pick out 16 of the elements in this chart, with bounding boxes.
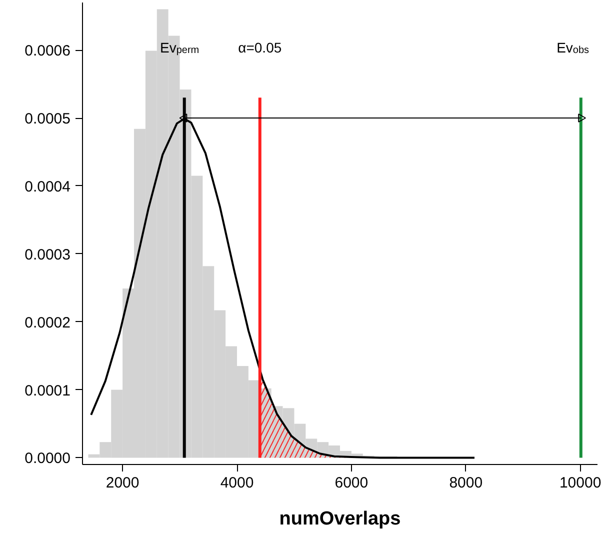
x-tick-label: 2000 [106, 474, 140, 492]
annotation: Evperm [160, 40, 200, 56]
x-tick-label: 8000 [449, 474, 483, 492]
y-tick-label: 0.0001 [24, 382, 71, 400]
annotation: Evobs [556, 40, 590, 56]
x-tick-label: 4000 [220, 474, 254, 492]
y-tick-label: 0.0004 [24, 178, 71, 196]
y-tick-label: 0.0000 [24, 450, 71, 468]
y-tick-label: 0.0006 [24, 42, 71, 60]
x-axis-title: numOverlaps [279, 508, 401, 530]
y-tick-label: 0.0003 [24, 246, 71, 264]
y-tick-label: 0.0002 [24, 314, 71, 332]
annotation: α=0.05 [238, 40, 282, 56]
x-tick-label: 10000 [559, 474, 602, 492]
x-tick-label: 6000 [334, 474, 368, 492]
y-tick-label: 0.0005 [24, 110, 71, 128]
